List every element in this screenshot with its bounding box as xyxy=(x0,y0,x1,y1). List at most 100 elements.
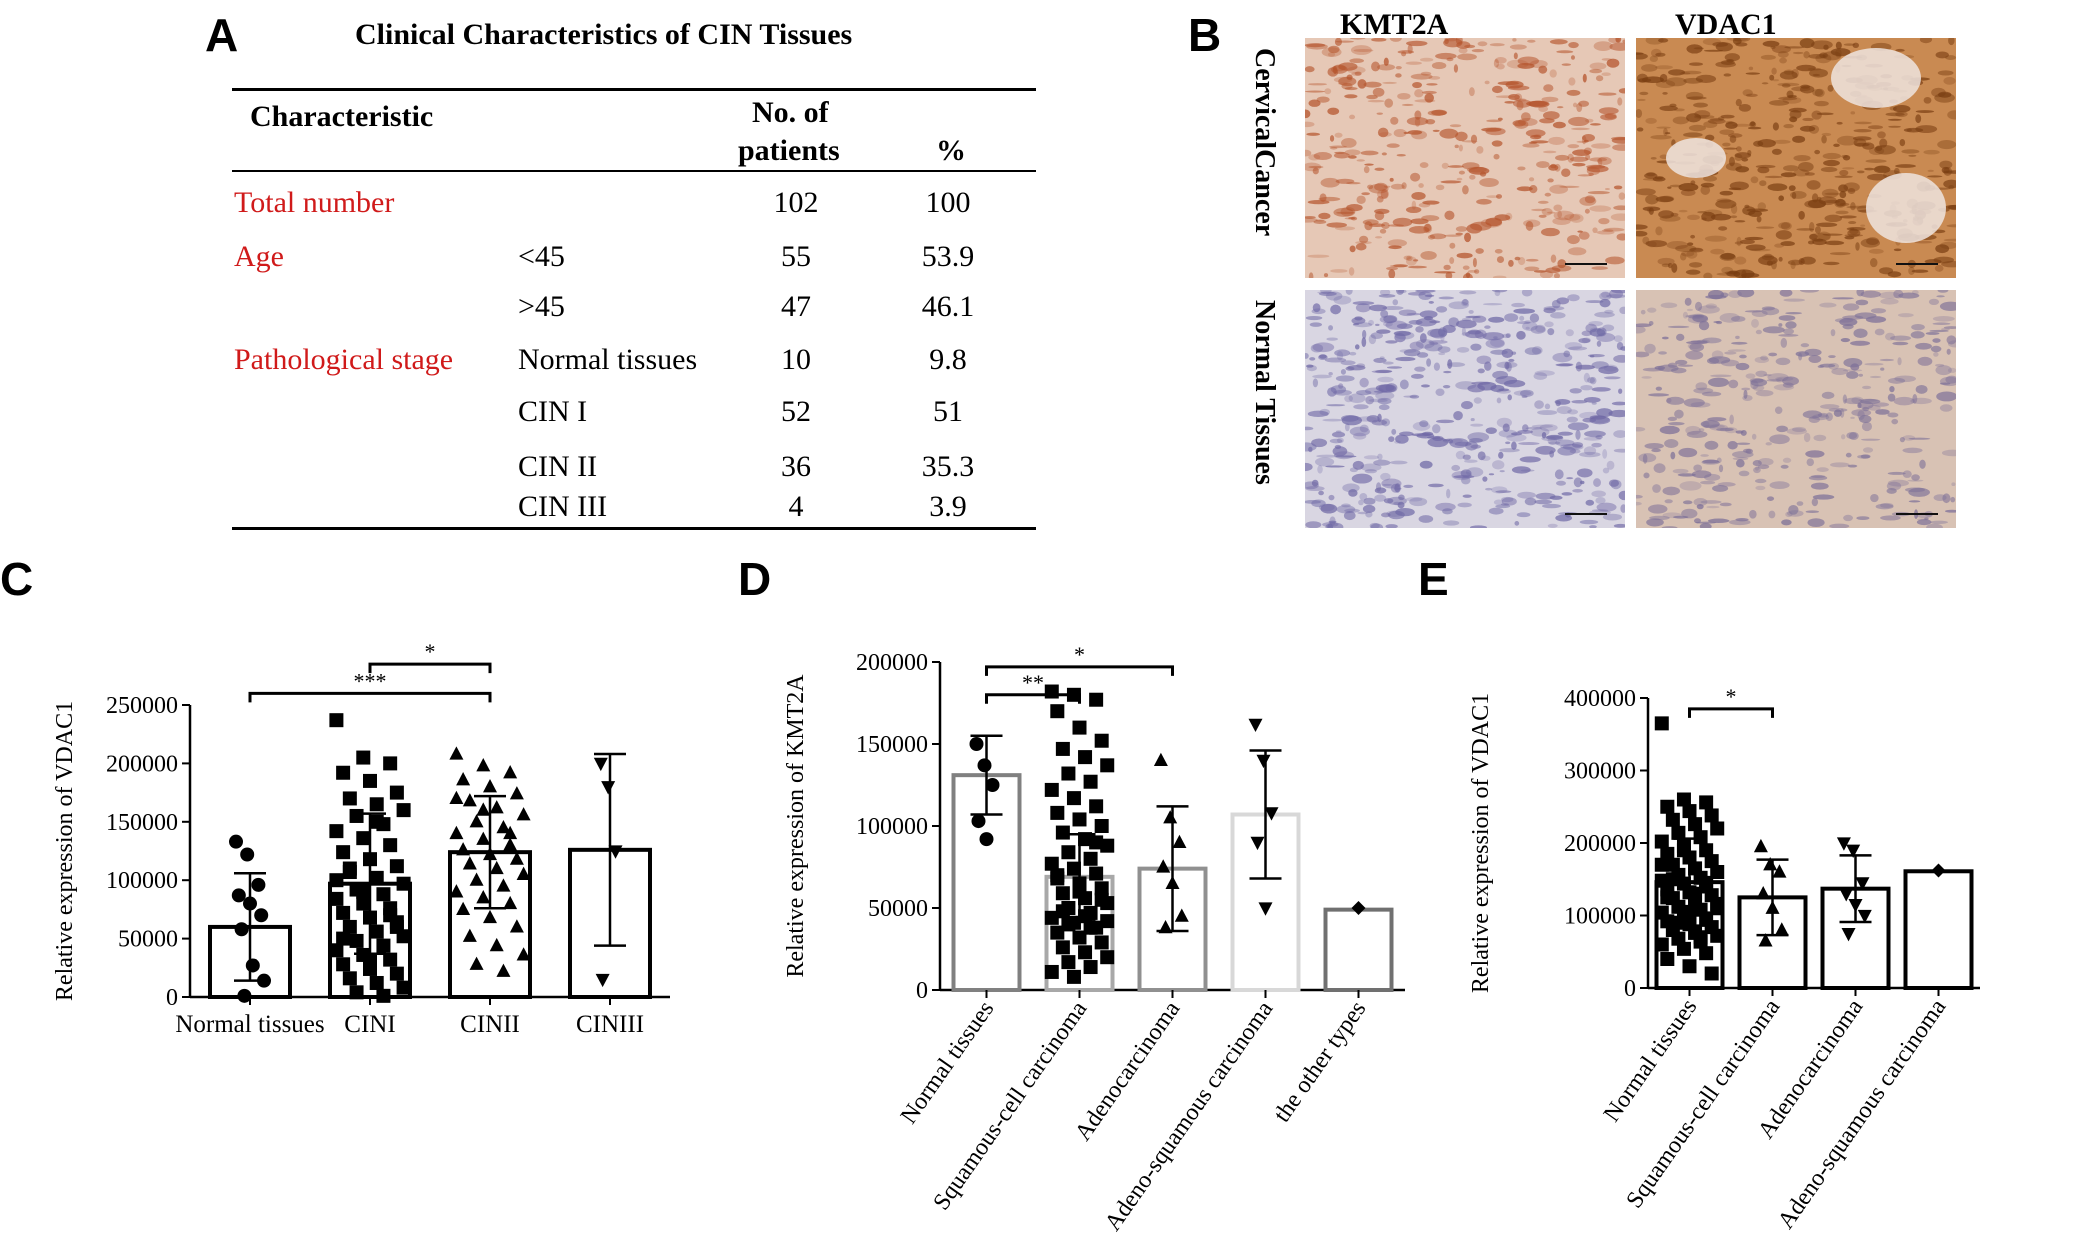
cell-texture xyxy=(1943,76,1956,85)
cell-texture xyxy=(1679,72,1691,75)
cell-texture xyxy=(1309,357,1316,361)
cell-texture xyxy=(1344,508,1360,513)
clinical-characteristics-table: Clinical Characteristics of CIN Tissues … xyxy=(0,0,1080,540)
cell-texture xyxy=(1418,515,1434,523)
data-point xyxy=(1264,807,1279,821)
panel-label-a: A xyxy=(205,9,239,61)
cell-texture xyxy=(1569,213,1584,223)
cell-texture xyxy=(1613,430,1625,438)
cell-texture xyxy=(1556,50,1574,54)
x-tick-label: CINIII xyxy=(576,1011,644,1038)
cell-texture xyxy=(1693,47,1705,50)
cell-texture xyxy=(1788,505,1799,515)
cell-texture xyxy=(1428,340,1448,344)
data-point xyxy=(396,876,411,891)
cell-texture xyxy=(1334,349,1351,357)
cell-texture xyxy=(1317,465,1323,474)
cell-texture xyxy=(1781,519,1792,526)
cell-texture xyxy=(1419,420,1429,428)
cell-texture xyxy=(1557,446,1577,456)
cell-texture xyxy=(1741,387,1751,391)
cell-texture xyxy=(1493,499,1504,506)
cell-texture xyxy=(1406,40,1428,47)
x-tick-label: CINII xyxy=(460,1011,520,1038)
cell-texture xyxy=(1867,125,1884,130)
cell-texture xyxy=(1864,167,1875,171)
cell-texture xyxy=(1512,120,1526,127)
cell-texture xyxy=(1406,116,1429,126)
cell-texture xyxy=(1529,185,1538,194)
cell-texture xyxy=(1719,190,1734,196)
cell-texture xyxy=(1915,114,1922,124)
cell-texture xyxy=(1431,109,1448,116)
cell-texture xyxy=(1353,323,1360,326)
point-group xyxy=(1836,837,1872,942)
micrograph-cancer-vdac1 xyxy=(1636,38,1956,278)
cell-texture xyxy=(1377,453,1383,461)
table-top-rule xyxy=(232,88,1036,91)
row-category: Age xyxy=(234,240,284,273)
cell-texture xyxy=(1642,453,1648,464)
cell-texture xyxy=(1386,366,1403,369)
cell-texture xyxy=(1911,474,1920,481)
cell-texture xyxy=(1846,227,1866,231)
data-point xyxy=(1089,835,1104,850)
cell-texture xyxy=(1541,208,1553,216)
panel-label-e: E xyxy=(1418,553,1449,605)
cell-texture xyxy=(1364,387,1384,395)
data-point xyxy=(342,791,357,806)
cell-texture xyxy=(1934,264,1944,272)
row-category: Pathological stage xyxy=(234,343,454,376)
cell-texture xyxy=(1538,105,1549,112)
cell-texture xyxy=(1897,313,1914,318)
data-point xyxy=(349,808,364,823)
cell-texture xyxy=(1636,127,1644,132)
row-percent: 35.3 xyxy=(921,450,975,483)
cell-texture xyxy=(1527,39,1536,43)
cell-texture xyxy=(1690,401,1711,408)
cell-texture xyxy=(1686,250,1698,259)
cell-texture xyxy=(1745,93,1758,97)
cell-texture xyxy=(1755,226,1775,229)
cell-texture xyxy=(1679,481,1702,491)
cell-texture xyxy=(1409,341,1424,351)
data-point xyxy=(1100,838,1115,853)
cell-texture xyxy=(1836,135,1858,146)
cell-texture xyxy=(1468,87,1475,97)
cell-texture xyxy=(1333,152,1350,159)
cell-texture xyxy=(1525,326,1530,330)
cell-texture xyxy=(1578,231,1590,240)
cell-texture xyxy=(1812,494,1835,500)
cell-texture xyxy=(1428,320,1441,324)
cell-texture xyxy=(1846,205,1868,209)
data-point xyxy=(389,785,404,800)
cell-texture xyxy=(1388,245,1402,250)
data-point xyxy=(1688,886,1703,901)
cell-texture xyxy=(1324,88,1332,95)
cell-texture xyxy=(1485,127,1506,136)
cell-texture xyxy=(1305,109,1311,119)
cell-texture xyxy=(1780,222,1792,231)
cell-texture xyxy=(1443,370,1452,374)
cell-texture xyxy=(1549,39,1568,45)
cell-texture xyxy=(1552,217,1571,225)
cell-texture xyxy=(1757,138,1776,148)
data-point xyxy=(1758,933,1773,947)
cell-texture xyxy=(1501,348,1514,358)
cell-texture xyxy=(1887,479,1909,487)
row-count: 55 xyxy=(781,240,811,273)
cell-texture xyxy=(1903,127,1924,133)
cell-texture xyxy=(1321,47,1342,57)
cell-texture xyxy=(1361,192,1370,196)
cell-texture xyxy=(1335,375,1355,382)
cell-texture xyxy=(1693,387,1714,394)
cell-texture xyxy=(1643,472,1650,479)
cell-texture xyxy=(1855,299,1869,306)
significance-label: * xyxy=(1726,684,1737,709)
cell-texture xyxy=(1857,402,1862,409)
cell-texture xyxy=(1670,451,1676,460)
data-point xyxy=(1250,836,1265,851)
cell-texture xyxy=(1791,191,1797,200)
cell-texture xyxy=(1483,302,1503,306)
cell-texture xyxy=(1318,291,1337,297)
